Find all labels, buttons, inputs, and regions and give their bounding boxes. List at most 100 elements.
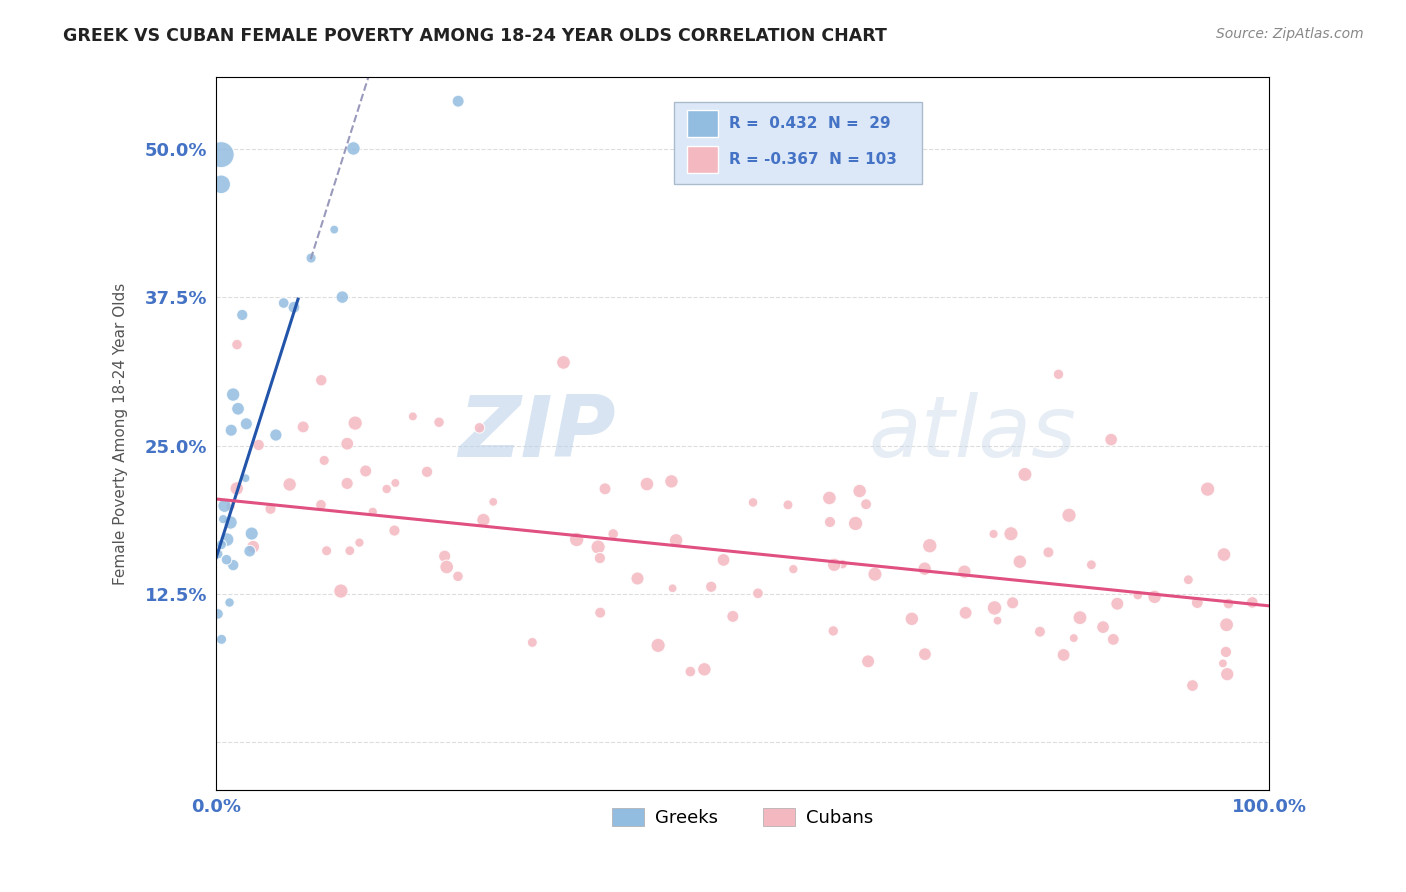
Point [782,562,804,576]
Point [1063,631,1085,645]
Text: R = -0.367  N = 103: R = -0.367 N = 103 [728,152,897,167]
Point [1001,596,1024,610]
Point [315,543,337,558]
Point [823,558,845,572]
Point [329,584,352,599]
Point [1008,555,1031,569]
Point [721,609,744,624]
Point [1218,597,1240,611]
Text: atlas: atlas [869,392,1077,475]
Point [231,308,253,322]
Point [342,141,364,155]
Point [1052,648,1074,662]
Point [661,582,683,596]
Point [217,533,239,547]
Point [1000,526,1022,541]
Point [647,639,669,653]
Point [522,635,544,649]
Point [209,147,232,161]
Point [1057,508,1080,523]
Point [901,612,924,626]
Point [665,533,688,548]
Point [1177,573,1199,587]
Point [1212,657,1234,671]
Point [626,572,648,586]
Point [1187,596,1209,610]
Point [235,417,257,431]
Point [468,421,491,435]
Point [433,549,456,564]
Legend: Greeks, Cubans: Greeks, Cubans [605,800,880,834]
Point [349,535,371,549]
Point [863,567,886,582]
Point [918,539,941,553]
Bar [686,111,718,137]
Point [447,94,470,108]
Point [259,501,281,516]
Y-axis label: Female Poverty Among 18-24 Year Olds: Female Poverty Among 18-24 Year Olds [114,283,128,585]
Point [679,665,702,679]
Point [1069,610,1091,624]
Point [1047,368,1070,382]
Point [1126,588,1149,602]
Text: R =  0.432  N =  29: R = 0.432 N = 29 [728,116,890,131]
Point [207,607,229,621]
Point [292,420,315,434]
Point [1102,632,1125,647]
Point [212,512,235,526]
Point [336,476,359,491]
Point [1092,620,1115,634]
Point [831,558,853,572]
Point [693,662,716,676]
Point [240,526,263,541]
Point [818,491,841,505]
Point [983,601,1005,615]
Point [215,552,238,566]
Point [427,415,450,429]
Point [283,300,305,314]
Point [1197,482,1219,496]
Point [209,178,232,192]
Point [214,499,236,513]
Point [436,560,458,574]
Point [1099,433,1122,447]
Point [239,544,262,558]
Point [1215,617,1237,632]
Point [211,632,233,647]
Point [818,515,841,529]
Point [1241,595,1264,609]
Point [747,586,769,600]
Point [848,483,870,498]
Text: Source: ZipAtlas.com: Source: ZipAtlas.com [1216,27,1364,41]
Point [235,471,257,485]
Point [713,553,735,567]
Point [339,543,361,558]
Point [1143,590,1166,604]
Point [361,505,384,519]
Point [309,373,332,387]
Point [219,499,242,513]
Point [384,475,406,490]
Point [1107,597,1129,611]
Point [336,436,359,450]
FancyBboxPatch shape [673,103,921,185]
Point [226,337,249,351]
Point [375,482,398,496]
Point [700,580,723,594]
Point [636,477,658,491]
Point [1038,545,1060,559]
Point [309,498,332,512]
Point [447,569,470,583]
Point [207,547,229,561]
Point [776,498,799,512]
Point [218,595,240,609]
Point [209,538,232,552]
Point [247,438,270,452]
Point [472,513,495,527]
Point [986,614,1008,628]
Point [1213,548,1236,562]
Point [565,533,588,547]
Point [955,606,977,620]
Point [1080,558,1102,572]
Point [823,624,845,638]
